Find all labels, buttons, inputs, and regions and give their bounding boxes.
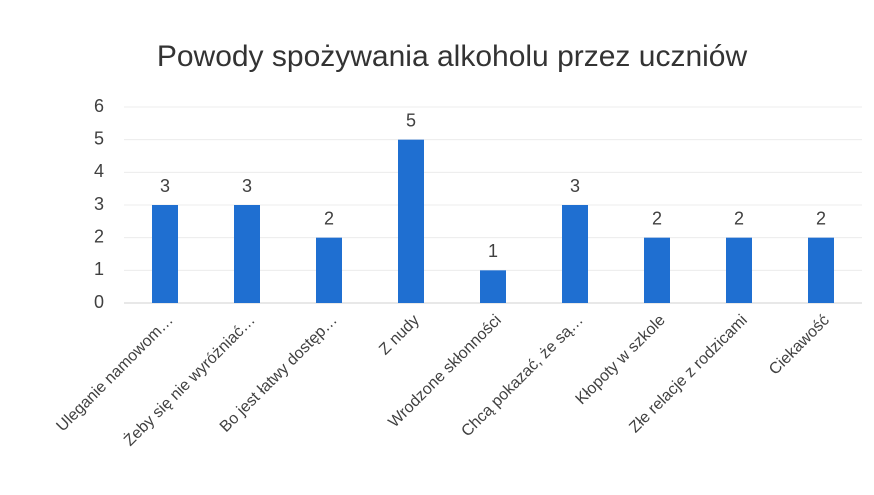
data-label: 2 <box>816 208 826 228</box>
y-tick-label: 1 <box>94 259 104 279</box>
y-tick-label: 3 <box>94 194 104 214</box>
y-tick-label: 5 <box>94 128 104 148</box>
y-tick-label: 2 <box>94 226 104 246</box>
data-label: 2 <box>652 208 662 228</box>
bar <box>726 237 752 303</box>
bar <box>398 139 424 303</box>
bar <box>316 237 342 303</box>
data-label: 2 <box>734 208 744 228</box>
bar <box>644 237 670 303</box>
bar <box>480 270 506 303</box>
bar <box>808 237 834 303</box>
data-label: 3 <box>160 176 170 196</box>
data-label: 3 <box>570 176 580 196</box>
y-tick-label: 0 <box>94 292 104 312</box>
chart-title: Powody spożywania alkoholu przez uczniów <box>157 40 748 73</box>
data-label: 3 <box>242 176 252 196</box>
data-label: 2 <box>324 208 334 228</box>
bar <box>234 205 260 303</box>
data-label: 5 <box>406 110 416 130</box>
y-tick-label: 4 <box>94 161 104 181</box>
bar <box>562 205 588 303</box>
y-tick-label: 6 <box>94 96 104 116</box>
data-label: 1 <box>488 241 498 261</box>
bar <box>152 205 178 303</box>
